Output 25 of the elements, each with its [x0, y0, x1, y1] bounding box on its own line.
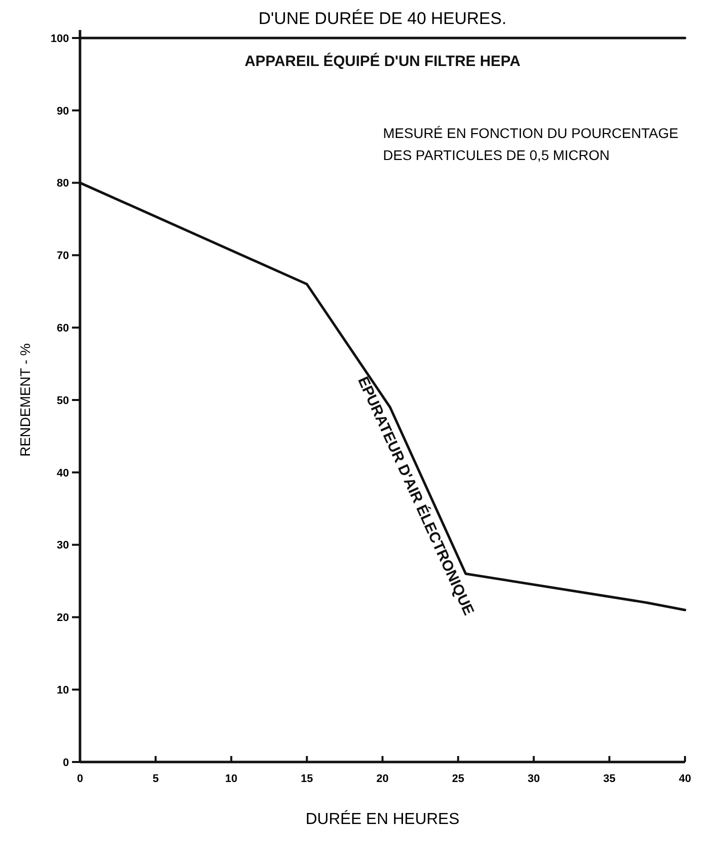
y-axis-title: RENDEMENT - % — [17, 343, 33, 457]
y-tick-label: 50 — [56, 394, 69, 407]
annotation: MESURÉ EN FONCTION DU POURCENTAGE DES PARTICULES DE 0,5 MICRON — [383, 125, 678, 163]
y-tick-label: 10 — [56, 684, 69, 696]
x-tick-label: 20 — [376, 773, 389, 785]
x-tick-label: 15 — [300, 773, 313, 785]
x-tick-label: 40 — [678, 773, 692, 785]
y-tick-label: 30 — [56, 540, 69, 552]
chart-title: D'UNE DURÉE DE 40 HEURES. — [258, 9, 506, 28]
x-tick-label: 25 — [452, 773, 464, 785]
x-axis-title: DURÉE EN HEURES — [306, 810, 460, 828]
y-tick-label: 40 — [56, 467, 69, 480]
y-tick-label: 80 — [56, 178, 69, 190]
x-tick-label: 0 — [76, 773, 84, 785]
y-tick-label: 90 — [56, 105, 69, 118]
x-tick-label: 35 — [603, 773, 616, 785]
y-tick-label: 20 — [56, 612, 69, 624]
series-label: APPAREIL ÉQUIPÉ D'UN FILTRE HEPA — [244, 52, 521, 70]
x-tick-label: 5 — [152, 773, 159, 785]
y-tick-label: 70 — [56, 250, 69, 262]
x-tick-label: 10 — [225, 773, 238, 785]
x-tick-label: 30 — [528, 773, 540, 785]
y-tick-label: 0 — [62, 756, 69, 769]
y-tick-label: 60 — [56, 322, 69, 334]
y-tick-label: 100 — [50, 32, 69, 45]
